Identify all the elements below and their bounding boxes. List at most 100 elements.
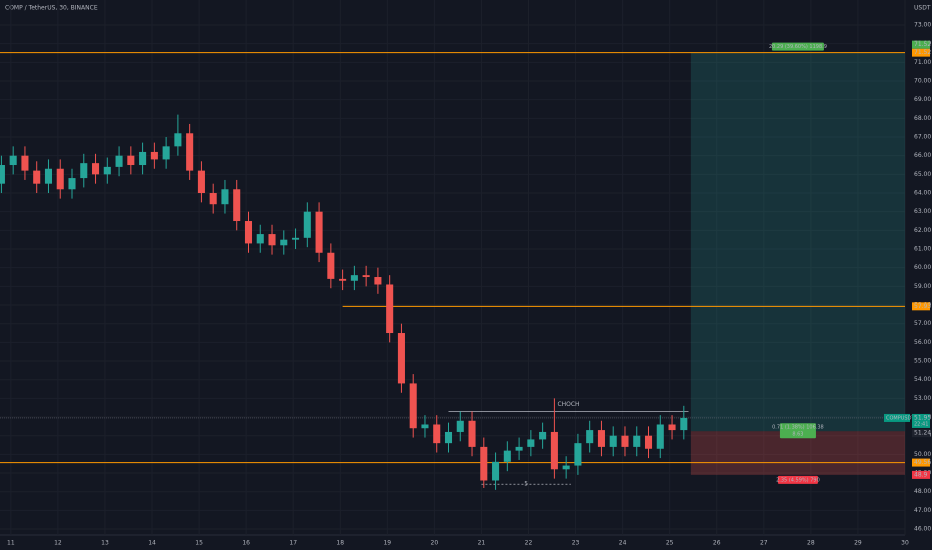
y-tick-label: 54.00	[914, 376, 931, 383]
candle-body	[350, 275, 358, 281]
x-tick-label: 21	[478, 540, 486, 547]
candle-body	[233, 189, 241, 222]
annotation-label: CHOCH	[557, 401, 579, 408]
y-tick-label: 73.00	[914, 22, 931, 29]
x-tick-label: 19	[383, 540, 391, 547]
x-tick-label: 22	[525, 540, 533, 547]
candle-body	[586, 430, 594, 444]
candle-body	[162, 146, 170, 160]
y-tick-label: 64.00	[914, 190, 931, 197]
y-tick-label: 68.00	[914, 115, 931, 122]
candle-body	[539, 431, 547, 440]
candle-body	[574, 443, 582, 466]
y-tick-label: 55.00	[914, 358, 931, 365]
candle-body	[656, 424, 664, 449]
y-tick-label: 59.00	[914, 283, 931, 290]
axis-unit: USDT	[914, 5, 931, 12]
candle-body	[503, 450, 511, 462]
level-axis-label: 57.93	[914, 303, 931, 310]
y-tick-label: 48.00	[914, 488, 931, 495]
candle-body	[197, 170, 205, 194]
candle-body	[397, 333, 405, 384]
y-tick-label: 71.00	[914, 59, 931, 66]
level-axis-box	[912, 302, 930, 311]
y-tick-label: 70.00	[914, 78, 931, 85]
candle-body	[68, 178, 76, 190]
stop-label: 2.35 (4.59%) 790	[776, 477, 820, 483]
candle-body	[256, 234, 264, 244]
candle-body	[680, 417, 688, 431]
y-tick-label: 61.00	[914, 246, 931, 253]
candle-body	[527, 439, 535, 447]
x-tick-label: 27	[760, 540, 768, 547]
x-tick-label: 29	[854, 540, 862, 547]
x-tick-label: 14	[148, 540, 156, 547]
candle-body	[668, 424, 676, 431]
candle-body	[9, 155, 17, 166]
candle-body	[597, 430, 605, 447]
x-tick-label: 23	[572, 540, 580, 547]
entry-label: 0.71 (1.38%) 106.38	[772, 425, 824, 431]
candle-body	[339, 278, 347, 281]
target-label: 20.29 (39.60%) 1198.9	[769, 44, 827, 50]
candle-body	[0, 165, 5, 184]
candle-body	[186, 133, 194, 171]
candle-body	[21, 155, 29, 171]
y-tick-label: 65.00	[914, 171, 931, 178]
y-tick-label: 60.00	[914, 264, 931, 271]
x-tick-label: 13	[101, 540, 109, 547]
candle-body	[609, 435, 617, 447]
level-axis-box	[912, 48, 930, 57]
candle-body	[92, 163, 100, 175]
level-axis-label: 71.52	[914, 49, 931, 56]
x-tick-label: 25	[666, 540, 674, 547]
candle-body	[433, 424, 441, 444]
stop-label-box	[777, 475, 818, 484]
candle-body	[633, 435, 641, 447]
candle-body	[244, 221, 253, 244]
candle-body	[492, 461, 500, 481]
candle-body	[327, 252, 335, 279]
x-tick-label: 20	[431, 540, 439, 547]
candle-body	[456, 420, 464, 432]
y-tick-label: 53.00	[914, 395, 931, 402]
candle-body	[127, 155, 135, 166]
candle-body	[386, 284, 394, 334]
candle-body	[550, 431, 558, 470]
entry-axis-box	[912, 429, 930, 438]
y-tick-label: 50.00	[914, 451, 931, 458]
candle-body	[515, 446, 523, 451]
x-tick-label: 24	[619, 540, 627, 547]
candle-body	[303, 211, 311, 238]
candle-body	[174, 133, 182, 147]
loss-zone	[690, 431, 905, 475]
y-tick-label: 66.00	[914, 152, 931, 159]
target-axis-box	[912, 40, 930, 49]
candle-body	[292, 237, 300, 240]
symbol-label: COMPUSDT	[886, 415, 915, 421]
candle-body	[221, 189, 229, 205]
x-tick-label: 18	[336, 540, 344, 547]
x-tick-label: 28	[807, 540, 815, 547]
countdown-label: 22:41	[914, 421, 928, 427]
candle-body	[280, 239, 288, 246]
price-box	[912, 413, 930, 428]
annotation-label: 5	[524, 481, 528, 488]
candle-body	[268, 234, 276, 246]
entry-sublabel: 8.63	[792, 432, 803, 438]
y-tick-label: 62.00	[914, 227, 931, 234]
x-tick-label: 15	[195, 540, 203, 547]
candle-body	[562, 465, 570, 470]
x-tick-label: 26	[713, 540, 721, 547]
candle-body	[56, 168, 64, 190]
candle-body	[621, 435, 629, 447]
x-tick-label: 17	[289, 540, 297, 547]
level-axis-box	[912, 458, 930, 467]
x-tick-label: 12	[54, 540, 62, 547]
y-tick-label: 67.00	[914, 134, 931, 141]
candle-body	[480, 446, 488, 481]
candle-body	[468, 420, 476, 447]
candle-body	[115, 155, 123, 167]
